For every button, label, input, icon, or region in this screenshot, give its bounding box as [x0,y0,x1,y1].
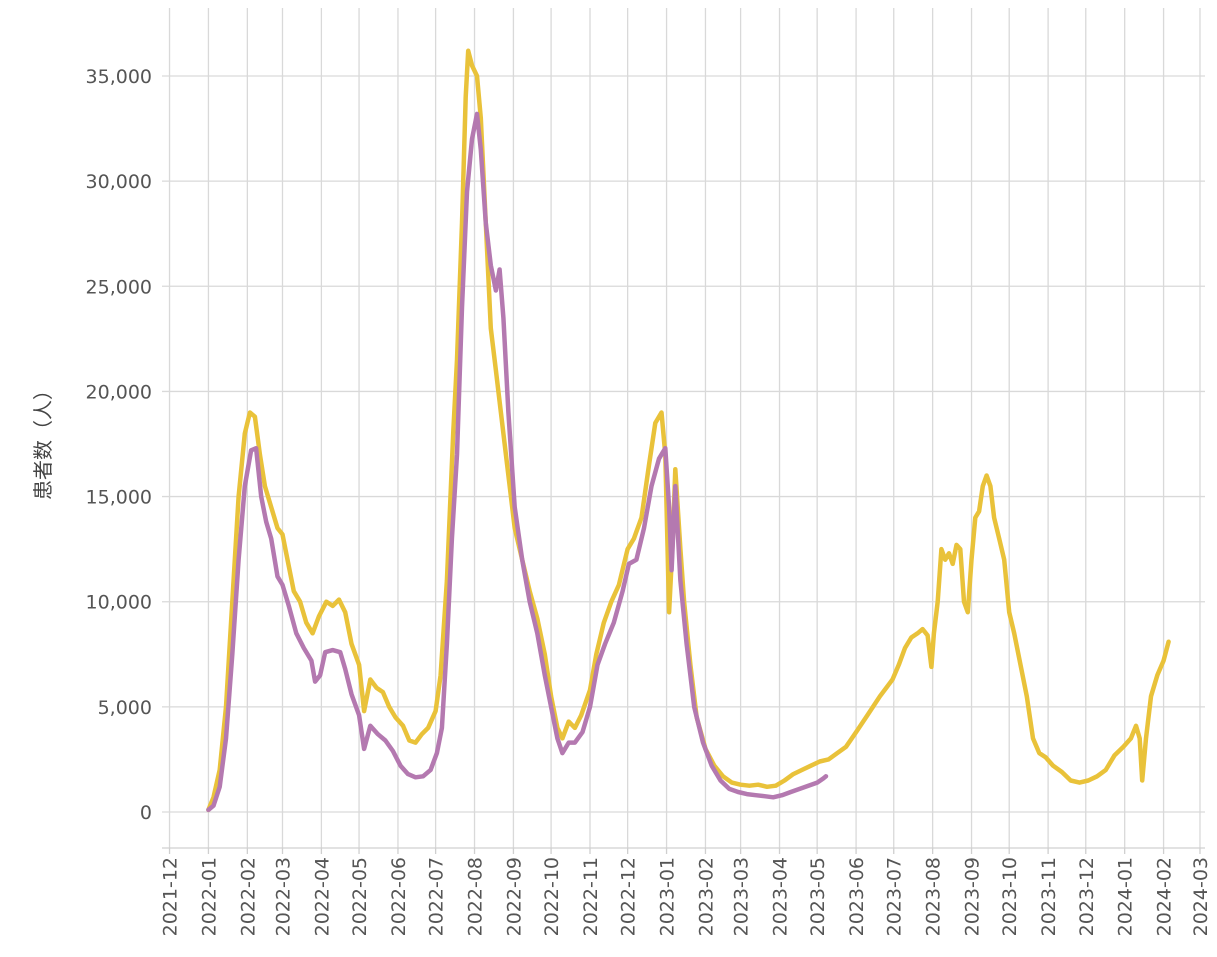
y-tick-labels: 0 5,000 10,000 15,000 20,000 25,000 30,000 35,0… [86,66,152,824]
x-tick-label: 2023-11 [1038,857,1060,936]
x-tick-label: 2023-12 [1076,857,1098,936]
series-layer [206,48,1171,813]
x-tick-label: 2022-12 [618,857,640,936]
x-tick-label: 2022-01 [198,857,220,936]
x-tick-label: 2022-09 [503,857,525,936]
x-tick-label: 2022-04 [311,857,333,936]
x-tick-label: 2022-03 [272,857,294,936]
x-tick-label: 2023-10 [999,857,1021,936]
x-tick-label: 2023-02 [695,857,717,936]
x-tick-labels: 2021-12 2022-01 2022-02 2022-03 2022-04 2022-… [160,857,1212,936]
y-tick-label: 15,000 [86,487,152,509]
x-tick-label: 2023-08 [923,857,945,936]
x-tick-label: 2023-03 [731,857,753,936]
x-tick-label: 2024-01 [1115,857,1137,936]
grid-vertical [168,8,1201,854]
x-tick-label: 2023-09 [962,857,984,936]
x-tick-label: 2023-07 [884,857,906,936]
x-tick-label: 2024-02 [1154,857,1176,936]
x-tick-label: 2022-07 [426,857,448,936]
y-tick-label: 30,000 [86,171,152,193]
x-tick-label: 2022-05 [349,857,371,936]
y-tick-label: 25,000 [86,276,152,298]
x-tick-label: 2022-08 [465,857,487,936]
x-tick-label: 2023-05 [807,857,829,936]
y-axis-title: 患者数（人） [31,380,55,500]
y-tick-label: 0 [140,802,152,824]
series-line-2 [206,111,829,813]
x-tick-label: 2023-04 [770,857,792,936]
y-tick-label: 35,000 [86,66,152,88]
x-tick-label: 2024-03 [1190,857,1212,936]
x-tick-label: 2022-02 [237,857,259,936]
y-tick-label: 20,000 [86,381,152,403]
y-tick-label: 5,000 [98,697,152,719]
x-tick-label: 2022-06 [388,857,410,936]
x-tick-label: 2021-12 [160,857,182,936]
y-tick-label: 10,000 [86,592,152,614]
x-tick-label: 2022-10 [541,857,563,936]
x-tick-label: 2022-11 [580,857,602,936]
x-tick-label: 2023-01 [657,857,679,936]
x-tick-label: 2023-06 [846,857,868,936]
